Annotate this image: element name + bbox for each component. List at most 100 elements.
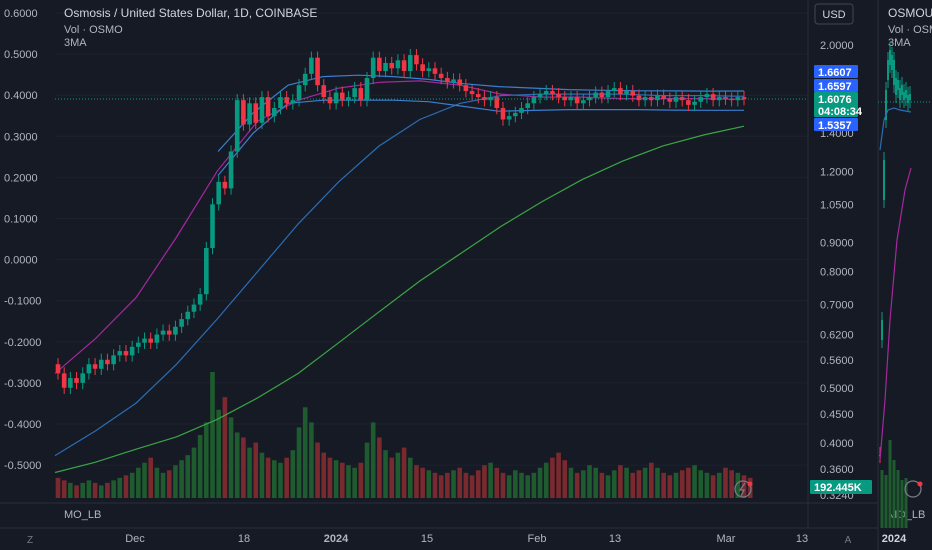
candle-body — [500, 108, 506, 120]
volume-bar — [259, 452, 265, 498]
legend-volume[interactable]: Vol · OSMO — [64, 24, 123, 36]
candle-body — [117, 351, 123, 356]
candle-body — [204, 247, 209, 295]
candle-body — [129, 346, 135, 356]
candle-body — [259, 97, 265, 123]
volume-bar — [346, 465, 351, 498]
side-candle-body — [903, 92, 905, 100]
volume-bar — [210, 372, 215, 498]
candle-body — [710, 94, 716, 101]
candle-body — [463, 85, 469, 92]
candle-body — [543, 91, 549, 95]
volume-bar — [272, 460, 277, 498]
volume-bar — [142, 462, 147, 498]
volume-bar — [599, 472, 605, 498]
candle-body — [574, 97, 580, 104]
left-axis-tick: 0.1000 — [4, 214, 38, 226]
side-volume-bar — [896, 470, 900, 528]
volume-bar — [605, 475, 611, 498]
volume-bar — [519, 472, 524, 498]
candle-body — [197, 294, 203, 305]
side-ma-line — [879, 107, 912, 151]
volume-bar — [327, 457, 333, 498]
volume-bar — [562, 460, 568, 498]
volume-bar — [111, 480, 116, 498]
side-candle-body — [899, 88, 901, 100]
candle-body — [426, 68, 432, 72]
grid — [55, 12, 808, 466]
volume-bar — [587, 465, 592, 498]
volume-bar — [284, 457, 289, 498]
volume-bar — [92, 482, 98, 498]
candle-body — [513, 112, 518, 117]
candle-body — [469, 91, 475, 95]
candle-body — [438, 73, 444, 79]
volume-bar — [339, 462, 345, 498]
side-pane-title: OSMOU — [888, 6, 932, 20]
side-candle-body — [893, 60, 895, 85]
alert-icon[interactable] — [734, 480, 753, 498]
side-volume-bar — [904, 478, 908, 528]
volume-bar — [661, 472, 666, 498]
candle-body — [55, 364, 61, 374]
candle-body — [123, 351, 129, 356]
volume-bar — [105, 482, 110, 498]
side-legend-3ma: 3MA — [888, 37, 911, 49]
volume-bar — [234, 432, 240, 498]
volume-bar — [611, 470, 617, 498]
chart-title: Osmosis / United States Dollar, 1D, COIN… — [64, 6, 317, 20]
volume-bar — [253, 442, 259, 498]
time-axis-label: Feb — [528, 533, 547, 545]
volume-bar — [537, 467, 543, 498]
candle-body — [457, 79, 463, 86]
side-volume-bar — [884, 475, 888, 528]
left-axis-tick: -0.5000 — [4, 460, 41, 472]
volume-bar — [228, 417, 234, 498]
volume-bar — [698, 470, 704, 498]
candle-body — [537, 94, 543, 98]
volume-bar — [438, 475, 444, 498]
candle-body — [581, 100, 586, 104]
volume-bar — [692, 465, 697, 498]
candle-body — [525, 103, 530, 109]
candle-body — [618, 88, 623, 95]
volume-bar — [463, 472, 469, 498]
volume-bar — [370, 422, 376, 498]
volume-bar — [154, 467, 160, 498]
candle-body — [74, 378, 79, 383]
currency-button[interactable] — [814, 3, 854, 25]
side-alert-icon[interactable] — [904, 480, 922, 498]
time-axis-label: 15 — [421, 533, 433, 545]
candle-body — [142, 338, 147, 343]
volume-bar — [426, 470, 432, 498]
candle-body — [302, 73, 308, 86]
volume-bar — [494, 467, 500, 498]
time-axis[interactable]: Dec 18 2024 15 Feb 13 Mar 13 Z A — [27, 533, 852, 546]
volume-bar — [136, 467, 141, 498]
volume-bar — [389, 457, 395, 498]
volume-bar — [117, 477, 123, 498]
right-axis[interactable]: 2.00001.80001.60001.40001.20001.05000.90… — [810, 40, 872, 502]
volume-bar — [80, 482, 86, 498]
volume-bar — [667, 475, 673, 498]
auto-scale-button[interactable]: A — [845, 535, 852, 546]
candle-body — [105, 359, 110, 365]
volume-bar — [636, 470, 642, 498]
left-axis-tick: -0.1000 — [4, 296, 41, 308]
side-candle-body — [897, 80, 899, 90]
candle-body — [593, 92, 598, 98]
candle-body — [562, 97, 568, 101]
left-axis-tick: 0.2000 — [4, 172, 38, 184]
time-axis-label: Mar — [717, 533, 736, 545]
candle-body — [315, 57, 320, 86]
ma-line — [54, 125, 745, 474]
legend-3ma[interactable]: 3MA — [64, 37, 87, 49]
side-candle-body — [901, 85, 903, 95]
price-label: 1.5357 — [818, 120, 852, 132]
side-candle-body — [905, 90, 907, 98]
zoom-reset-button[interactable]: Z — [27, 535, 33, 546]
candle-body — [346, 97, 351, 101]
indicator-label[interactable]: MO_LB — [64, 509, 101, 521]
